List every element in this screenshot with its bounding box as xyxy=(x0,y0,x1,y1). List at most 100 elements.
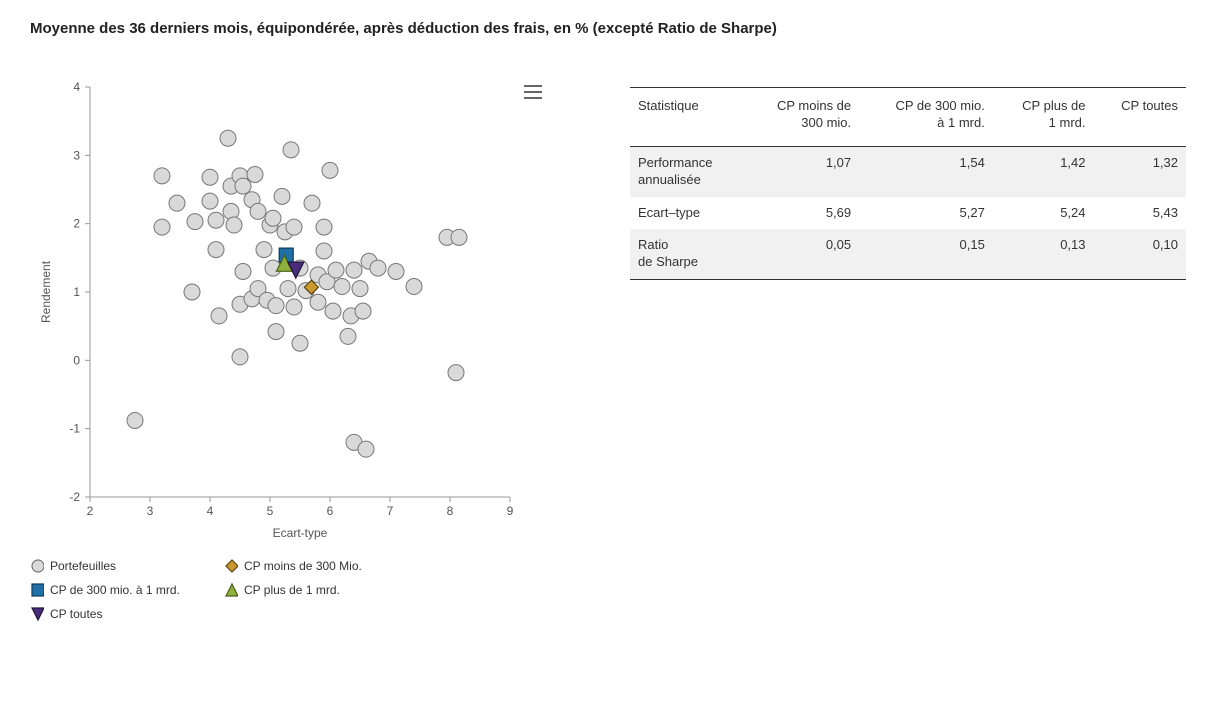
svg-text:2: 2 xyxy=(87,504,94,518)
svg-text:Rendement: Rendement xyxy=(39,260,53,323)
portfolio-point xyxy=(370,260,386,276)
table-header-c4: CP toutes xyxy=(1094,88,1186,147)
table-cell: Performanceannualisée xyxy=(630,146,745,196)
portfolio-point xyxy=(292,335,308,351)
portfolio-point xyxy=(280,281,296,297)
portfolio-point xyxy=(235,178,251,194)
table-header-c3: CP plus de1 mrd. xyxy=(993,88,1094,147)
table-cell: Ratiode Sharpe xyxy=(630,229,745,279)
legend-label: CP de 300 mio. à 1 mrd. xyxy=(50,583,180,597)
svg-text:3: 3 xyxy=(73,148,80,162)
table-column: StatistiqueCP moins de300 mio.CP de 300 … xyxy=(630,77,1186,280)
table-cell: 0,10 xyxy=(1094,229,1186,279)
portfolio-point xyxy=(184,284,200,300)
portefeuilles-marker-icon xyxy=(30,559,44,573)
table-row: Performanceannualisée1,071,541,421,32 xyxy=(630,146,1186,196)
table-cell: 5,24 xyxy=(993,197,1094,230)
portfolio-point xyxy=(355,303,371,319)
chart-wrapper: 23456789-2-101234Ecart-typeRendement xyxy=(30,77,550,547)
portfolio-point xyxy=(235,264,251,280)
svg-text:0: 0 xyxy=(73,353,80,367)
table-header-stat: Statistique xyxy=(630,88,745,147)
table-cell: 5,43 xyxy=(1094,197,1186,230)
portfolio-point xyxy=(352,281,368,297)
portfolio-point xyxy=(310,294,326,310)
svg-text:-2: -2 xyxy=(69,490,80,504)
cp_300_1mrd-marker-icon xyxy=(30,583,44,597)
portfolio-point xyxy=(340,328,356,344)
portfolio-point xyxy=(316,243,332,259)
svg-text:9: 9 xyxy=(507,504,514,518)
legend-label: CP plus de 1 mrd. xyxy=(244,583,340,597)
table-cell: 1,07 xyxy=(745,146,859,196)
portfolio-point xyxy=(202,169,218,185)
portfolio-point xyxy=(208,242,224,258)
portfolio-point xyxy=(322,162,338,178)
portfolio-point xyxy=(268,324,284,340)
svg-text:6: 6 xyxy=(327,504,334,518)
portfolio-point xyxy=(154,168,170,184)
chart-menu-icon[interactable] xyxy=(524,85,542,99)
legend-item-cp_toutes[interactable]: CP toutes xyxy=(30,607,200,621)
portfolio-point xyxy=(265,210,281,226)
portfolio-point xyxy=(268,298,284,314)
portfolio-point xyxy=(202,193,218,209)
svg-text:-1: -1 xyxy=(69,422,80,436)
portfolio-point xyxy=(358,441,374,457)
portfolio-point xyxy=(208,212,224,228)
table-row: Ecart–type5,695,275,245,43 xyxy=(630,197,1186,230)
scatter-chart: 23456789-2-101234Ecart-typeRendement xyxy=(30,77,530,547)
chart-column: 23456789-2-101234Ecart-typeRendement Por… xyxy=(30,77,550,621)
portfolio-point xyxy=(286,299,302,315)
portfolio-point xyxy=(448,365,464,381)
svg-text:1: 1 xyxy=(73,285,80,299)
portfolio-point xyxy=(328,262,344,278)
table-cell: 1,54 xyxy=(859,146,993,196)
svg-text:4: 4 xyxy=(73,80,80,94)
table-header-c2: CP de 300 mio.à 1 mrd. xyxy=(859,88,993,147)
portfolio-point xyxy=(127,412,143,428)
legend-label: CP toutes xyxy=(50,607,102,621)
table-header-c1: CP moins de300 mio. xyxy=(745,88,859,147)
table-body: Performanceannualisée1,071,541,421,32Eca… xyxy=(630,146,1186,279)
table-row: Ratiode Sharpe0,050,150,130,10 xyxy=(630,229,1186,279)
legend-label: Portefeuilles xyxy=(50,559,116,573)
portfolio-point xyxy=(211,308,227,324)
legend-item-portefeuilles[interactable]: Portefeuilles xyxy=(30,559,200,573)
portfolio-point xyxy=(346,262,362,278)
portfolio-point xyxy=(247,166,263,182)
legend-item-cp_plus_1mrd[interactable]: CP plus de 1 mrd. xyxy=(224,583,394,597)
table-cell: 0,15 xyxy=(859,229,993,279)
table-header-row: StatistiqueCP moins de300 mio.CP de 300 … xyxy=(630,88,1186,147)
portfolio-point xyxy=(232,349,248,365)
portfolio-point xyxy=(250,203,266,219)
portfolio-point xyxy=(388,264,404,280)
portfolio-point xyxy=(187,214,203,230)
table-cell: Ecart–type xyxy=(630,197,745,230)
table-cell: 1,42 xyxy=(993,146,1094,196)
portfolio-point xyxy=(226,217,242,233)
portfolio-point xyxy=(256,242,272,258)
table-cell: 5,69 xyxy=(745,197,859,230)
svg-text:7: 7 xyxy=(387,504,394,518)
legend-label: CP moins de 300 Mio. xyxy=(244,559,362,573)
svg-text:8: 8 xyxy=(447,504,454,518)
portfolio-point xyxy=(304,195,320,211)
portfolio-point xyxy=(154,219,170,235)
legend-item-cp_300_1mrd[interactable]: CP de 300 mio. à 1 mrd. xyxy=(30,583,200,597)
portfolio-point xyxy=(220,130,236,146)
portfolio-point xyxy=(406,279,422,295)
portfolio-point xyxy=(169,195,185,211)
svg-text:4: 4 xyxy=(207,504,214,518)
svg-text:5: 5 xyxy=(267,504,274,518)
portfolio-point xyxy=(286,219,302,235)
table-cell: 0,13 xyxy=(993,229,1094,279)
legend-item-cp_moins_300[interactable]: CP moins de 300 Mio. xyxy=(224,559,394,573)
table-cell: 0,05 xyxy=(745,229,859,279)
page-title: Moyenne des 36 derniers mois, équipondér… xyxy=(30,20,1186,37)
portfolio-point xyxy=(451,229,467,245)
portfolio-point xyxy=(274,188,290,204)
portfolio-point xyxy=(283,142,299,158)
portfolio-point xyxy=(325,303,341,319)
chart-legend: Portefeuilles CP moins de 300 Mio. CP de 3… xyxy=(30,559,490,621)
